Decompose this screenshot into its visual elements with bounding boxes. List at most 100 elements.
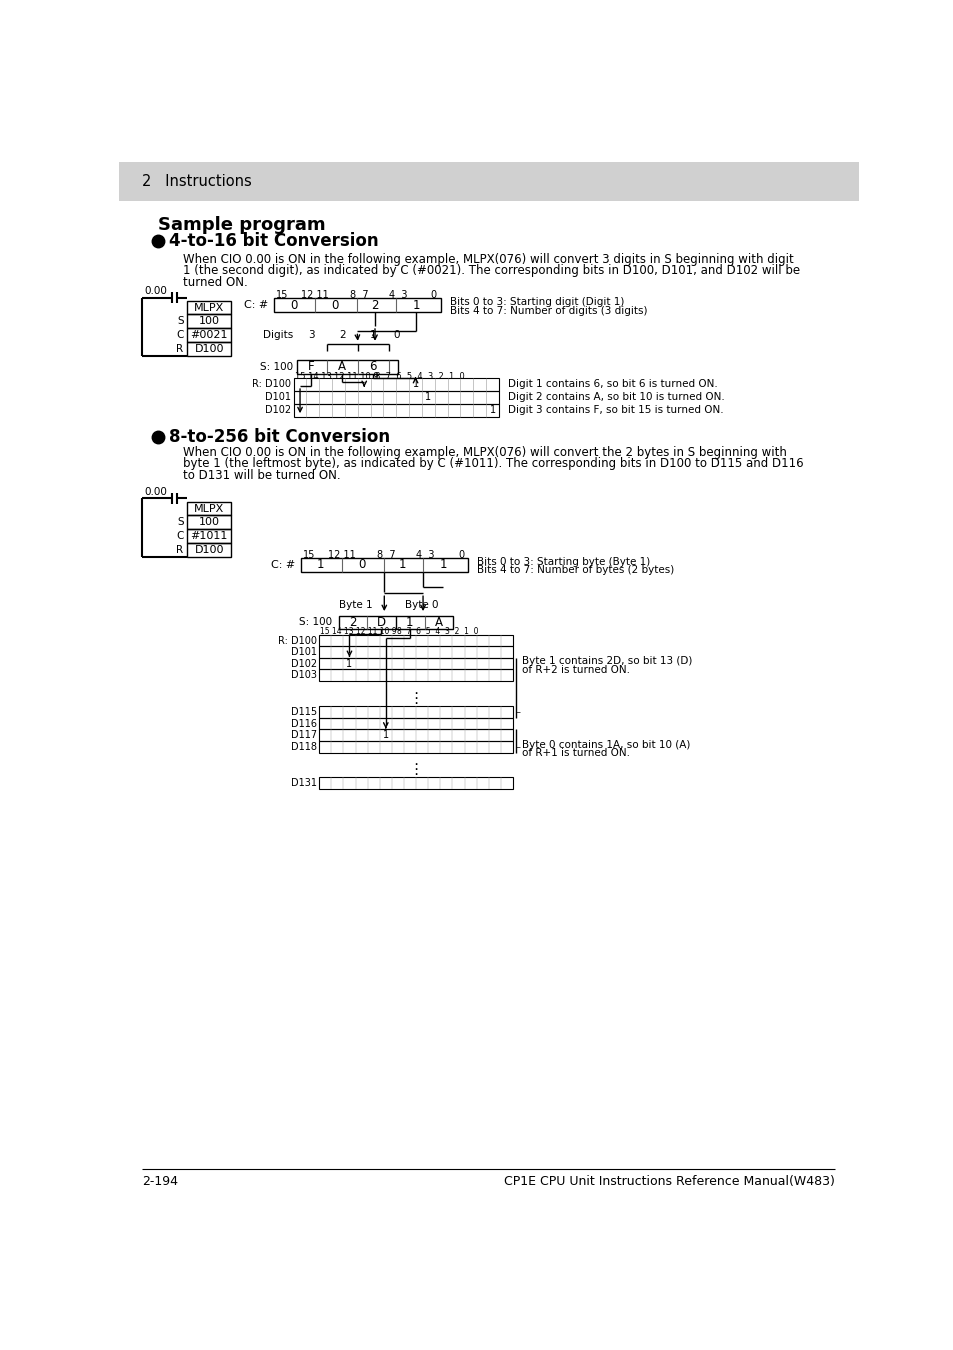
Text: 0: 0 — [357, 558, 365, 571]
Bar — [319, 706, 513, 718]
Text: MLPX: MLPX — [193, 504, 224, 513]
Bar — [301, 558, 468, 571]
Text: 0: 0 — [290, 298, 297, 312]
Text: D103: D103 — [291, 670, 316, 680]
Text: Byte 1: Byte 1 — [338, 599, 372, 610]
Bar — [319, 670, 513, 680]
Text: 6: 6 — [369, 360, 376, 374]
Text: 8  7  6  5  4  3  2  1  0: 8 7 6 5 4 3 2 1 0 — [396, 628, 477, 636]
Text: F: F — [308, 360, 314, 374]
Text: 12 11: 12 11 — [328, 549, 355, 560]
Text: 8  7: 8 7 — [350, 290, 369, 300]
Text: Digit 2 contains A, so bit 10 is turned ON.: Digit 2 contains A, so bit 10 is turned … — [508, 393, 724, 402]
Text: C: C — [176, 331, 183, 340]
Text: 2   Instructions: 2 Instructions — [142, 174, 252, 189]
Text: Byte 1 contains 2D, so bit 13 (D): Byte 1 contains 2D, so bit 13 (D) — [521, 656, 692, 667]
Text: D131: D131 — [291, 778, 316, 788]
Text: D115: D115 — [291, 707, 316, 717]
Text: 1 (the second digit), as indicated by C (#0021). The corresponding bits in D100,: 1 (the second digit), as indicated by C … — [183, 265, 799, 277]
Text: Bits 4 to 7: Number of digits (3 digits): Bits 4 to 7: Number of digits (3 digits) — [450, 305, 647, 316]
Text: 0.00: 0.00 — [144, 286, 167, 296]
Text: 0: 0 — [393, 331, 399, 340]
Text: 1: 1 — [425, 393, 431, 402]
Text: Sample program: Sample program — [158, 216, 325, 234]
Text: Bits 0 to 3: Starting digit (Digit 1): Bits 0 to 3: Starting digit (Digit 1) — [450, 297, 624, 308]
Bar — [187, 529, 231, 543]
Text: 15 14 13: 15 14 13 — [294, 371, 332, 381]
Text: 1: 1 — [412, 379, 418, 389]
Text: D118: D118 — [291, 741, 316, 752]
Text: D: D — [376, 616, 385, 629]
Text: S: S — [176, 316, 183, 327]
Text: D116: D116 — [291, 718, 316, 729]
Text: 15: 15 — [275, 290, 288, 300]
Text: C: C — [176, 531, 183, 541]
Text: A: A — [435, 616, 443, 629]
Text: 8  7: 8 7 — [377, 549, 395, 560]
Text: D117: D117 — [291, 730, 316, 740]
Text: 1: 1 — [382, 730, 389, 740]
Bar — [187, 342, 231, 356]
Bar — [187, 301, 231, 315]
Bar — [319, 741, 513, 752]
Bar — [319, 729, 513, 741]
Bar — [297, 360, 397, 374]
Text: D100: D100 — [194, 344, 224, 354]
Text: ⋮: ⋮ — [408, 761, 423, 778]
Bar — [319, 718, 513, 729]
Text: Byte 0 contains 1A, so bit 10 (A): Byte 0 contains 1A, so bit 10 (A) — [521, 740, 690, 749]
Text: D102: D102 — [265, 405, 291, 416]
Text: When CIO 0.00 is ON in the following example, MLPX(076) will convert 3 digits in: When CIO 0.00 is ON in the following exa… — [183, 252, 793, 266]
Text: 1: 1 — [439, 558, 447, 571]
Text: of R+2 is turned ON.: of R+2 is turned ON. — [521, 664, 630, 675]
Text: MLPX: MLPX — [193, 302, 224, 313]
Text: CP1E CPU Unit Instructions Reference Manual(W483): CP1E CPU Unit Instructions Reference Man… — [504, 1174, 835, 1188]
Text: D100: D100 — [194, 545, 224, 555]
Text: 4-to-16 bit Conversion: 4-to-16 bit Conversion — [169, 232, 378, 250]
Text: 1: 1 — [370, 331, 376, 340]
Text: 1: 1 — [316, 558, 324, 571]
Text: 0: 0 — [457, 549, 464, 560]
Bar — [319, 634, 513, 647]
Text: 15: 15 — [303, 549, 315, 560]
Text: S: 100: S: 100 — [260, 362, 294, 371]
Bar — [187, 315, 231, 328]
Text: C: #: C: # — [271, 560, 294, 570]
Text: 0: 0 — [331, 298, 338, 312]
Text: 100: 100 — [198, 517, 219, 528]
Bar — [187, 328, 231, 342]
Text: Byte 0: Byte 0 — [404, 599, 437, 610]
Text: Digit 3 contains F, so bit 15 is turned ON.: Digit 3 contains F, so bit 15 is turned … — [508, 405, 723, 416]
Text: 1: 1 — [412, 298, 419, 312]
Text: D102: D102 — [291, 659, 316, 668]
Text: C: #: C: # — [244, 300, 268, 310]
Text: R: R — [176, 344, 183, 354]
Text: 8  7  6  5  4  3  2  1  0: 8 7 6 5 4 3 2 1 0 — [375, 371, 464, 381]
Text: 4  3: 4 3 — [389, 290, 407, 300]
Text: 1: 1 — [346, 659, 353, 668]
Bar — [319, 647, 513, 657]
Bar — [187, 516, 231, 529]
Bar — [187, 502, 231, 516]
Text: Bits 0 to 3: Starting byte (Byte 1): Bits 0 to 3: Starting byte (Byte 1) — [476, 556, 650, 567]
Text: S: 100: S: 100 — [299, 617, 332, 628]
Text: S: S — [176, 517, 183, 528]
Bar — [338, 616, 453, 629]
Text: Digits: Digits — [263, 331, 294, 340]
Text: 2: 2 — [371, 298, 378, 312]
Text: 0: 0 — [431, 290, 436, 300]
Text: 3: 3 — [308, 331, 314, 340]
Bar — [294, 404, 498, 417]
Text: byte 1 (the leftmost byte), as indicated by C (#1011). The corresponding bits in: byte 1 (the leftmost byte), as indicated… — [183, 458, 802, 470]
Text: to D131 will be turned ON.: to D131 will be turned ON. — [183, 468, 340, 482]
Text: Bits 4 to 7: Number of bytes (2 bytes): Bits 4 to 7: Number of bytes (2 bytes) — [476, 566, 674, 575]
Text: turned ON.: turned ON. — [183, 275, 247, 289]
Bar — [274, 298, 440, 312]
Text: 1: 1 — [406, 616, 414, 629]
Text: R: D100: R: D100 — [252, 379, 291, 389]
Bar — [294, 378, 498, 390]
Text: 1: 1 — [489, 405, 496, 416]
Text: R: R — [176, 545, 183, 555]
Text: of R+1 is turned ON.: of R+1 is turned ON. — [521, 748, 630, 757]
Text: 0.00: 0.00 — [144, 486, 167, 497]
